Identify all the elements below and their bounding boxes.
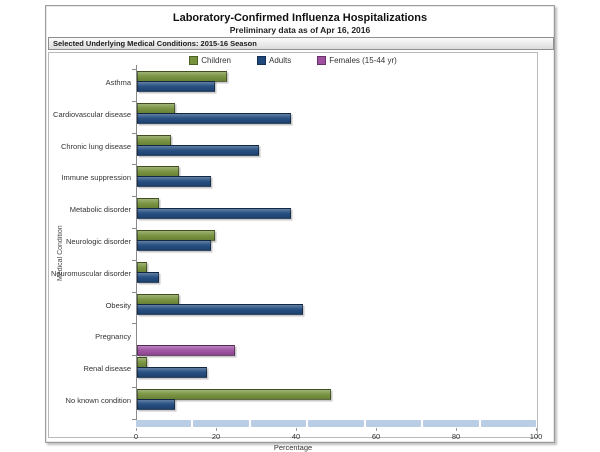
bar-adults <box>137 240 211 251</box>
legend-item-2: Adults <box>256 56 292 65</box>
y-axis-tick <box>132 196 136 198</box>
section-header: Selected Underlying Medical Conditions: … <box>48 37 554 50</box>
x-tick-label: 0 <box>133 432 139 441</box>
x-tick-label: 60 <box>371 432 381 441</box>
legend-swatch-icon <box>317 56 327 65</box>
bar-adults <box>137 176 211 188</box>
bar-adults <box>137 303 303 315</box>
bar-females <box>137 345 235 357</box>
x-axis-tick <box>296 428 297 431</box>
category-label: Neurologic disorder <box>65 237 131 246</box>
category-label: Obesity <box>105 300 131 310</box>
scrollbar-segment[interactable] <box>423 420 479 427</box>
legend-swatch-icon <box>189 56 199 65</box>
scrollbar-segment[interactable] <box>365 420 422 427</box>
x-axis-tick <box>376 428 377 431</box>
scrollbar-segment[interactable] <box>193 420 249 427</box>
bar-adults <box>137 271 159 283</box>
x-axis-label: Percentage <box>273 443 313 452</box>
y-axis-tick <box>132 132 136 134</box>
y-axis-line <box>136 65 137 420</box>
legend-item-1: Children <box>189 56 231 65</box>
chart-subtitle: Preliminary data as of Apr 16, 2016 <box>229 25 371 35</box>
y-axis-label: Medical Condition <box>57 225 64 281</box>
category-label: Metabolic disorder <box>69 205 131 215</box>
x-axis-tick <box>136 428 137 431</box>
bar-adults <box>137 208 291 220</box>
y-axis-tick <box>132 355 136 357</box>
category-label: Immune suppression <box>61 173 131 183</box>
legend-swatch-icon <box>256 56 266 65</box>
category-label: Cardiovascular disease <box>53 109 131 119</box>
y-axis-tick <box>132 418 136 420</box>
y-axis-tick <box>132 228 136 229</box>
y-axis-tick <box>132 387 136 388</box>
scrollbar-segment[interactable] <box>136 420 192 427</box>
category-label: No known condition <box>65 396 131 405</box>
scrollbar-segment[interactable] <box>250 420 307 427</box>
bar-adults <box>137 112 291 124</box>
horizontal-scrollbar[interactable] <box>136 420 536 427</box>
bar-adults <box>137 81 215 92</box>
legend-label: Children <box>201 56 231 65</box>
y-axis-tick <box>132 69 136 70</box>
x-axis-tick <box>216 428 217 431</box>
x-axis-tick <box>456 428 457 431</box>
legend-label: Females (15-44 yr) <box>329 56 397 65</box>
x-tick-label: 20 <box>211 432 221 441</box>
legend-item-3: Females (15-44 yr) <box>317 56 397 65</box>
bar-adults <box>137 144 259 156</box>
bar-adults <box>137 367 207 379</box>
chart-window: Laboratory-Confirmed Influenza Hospitali… <box>45 5 555 452</box>
scrollbar-segment[interactable] <box>308 420 364 427</box>
x-tick-label: 40 <box>291 432 301 441</box>
x-axis-tick <box>536 428 537 431</box>
category-label: Chronic lung disease <box>60 141 131 151</box>
x-tick-label: 80 <box>451 432 461 441</box>
category-label: Renal disease <box>83 364 131 374</box>
category-label: Pregnancy <box>95 332 131 342</box>
chart-title: Laboratory-Confirmed Influenza Hospitali… <box>172 12 428 24</box>
x-tick-label: 100 <box>529 432 543 441</box>
legend-label: Adults <box>268 56 292 65</box>
bar-adults <box>137 399 175 410</box>
chart-area: Children Adults Females (15-44 yr) Medical… <box>48 52 542 452</box>
category-label: Asthma <box>105 78 131 87</box>
bar-children <box>137 389 331 400</box>
legend: Children Adults Females (15-44 yr) <box>49 56 537 65</box>
y-axis-tick <box>132 164 136 166</box>
y-axis-tick <box>132 259 136 261</box>
y-axis-tick <box>132 100 136 102</box>
y-axis-tick <box>132 323 136 325</box>
scrollbar-segment[interactable] <box>480 420 536 427</box>
category-label: Neuromuscular disorder <box>50 268 131 278</box>
y-axis-tick <box>132 291 136 293</box>
